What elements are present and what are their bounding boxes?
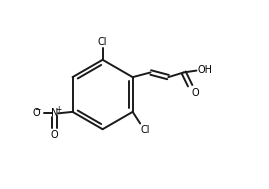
Text: −: − [34, 105, 41, 114]
Text: OH: OH [197, 65, 212, 75]
Text: O: O [51, 130, 59, 140]
Text: O: O [33, 108, 40, 118]
Text: O: O [191, 88, 199, 98]
Text: N: N [51, 108, 58, 118]
Text: Cl: Cl [98, 37, 107, 47]
Text: +: + [55, 105, 61, 114]
Text: Cl: Cl [141, 125, 150, 135]
